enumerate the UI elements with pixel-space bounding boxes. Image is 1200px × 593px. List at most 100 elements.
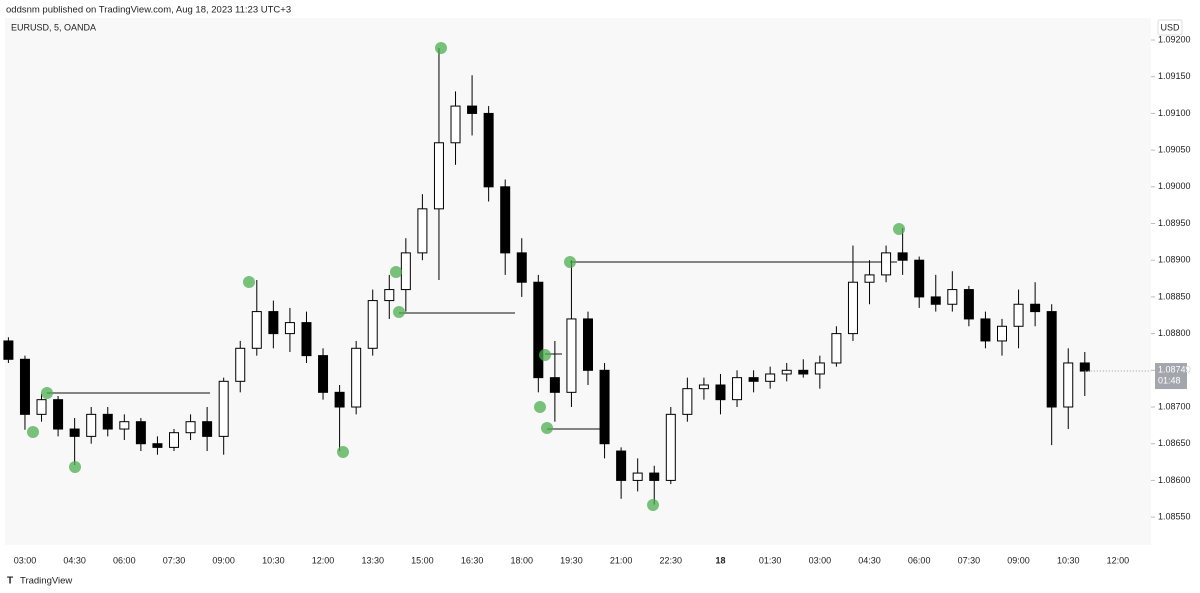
candle-body: [3, 340, 14, 360]
candle-body: [698, 384, 709, 390]
y-tick-label: 1.08600: [1158, 475, 1191, 485]
candle-body: [599, 369, 610, 445]
candle-body: [732, 377, 743, 401]
price-tag: [1155, 363, 1187, 390]
x-tick-label: 07:30: [163, 555, 186, 565]
candle-body: [583, 318, 593, 371]
candle-body: [963, 289, 974, 320]
x-tick-label: 06:00: [113, 555, 136, 565]
y-tick-label: 1.08550: [1158, 511, 1191, 521]
candle-body: [765, 373, 776, 382]
candle-body: [351, 347, 362, 408]
logo-mark: T: [7, 576, 13, 587]
candle-body: [36, 399, 47, 415]
candle-body: [715, 384, 726, 401]
x-tick-label: 18:00: [510, 555, 533, 565]
candle-body: [831, 333, 842, 364]
countdown: 01:48: [1158, 375, 1181, 385]
swing-marker: [393, 306, 405, 318]
x-tick-label: 09:00: [1007, 555, 1030, 565]
candle-body: [997, 325, 1007, 342]
swing-marker: [564, 256, 576, 268]
swing-marker: [243, 276, 255, 288]
candle-body: [19, 358, 30, 415]
candle-body: [384, 289, 395, 302]
candle-body: [781, 369, 792, 375]
x-tick-label: 04:30: [858, 555, 881, 565]
x-tick-label: 10:30: [262, 555, 285, 565]
candle-body: [914, 259, 925, 298]
candle-body: [864, 274, 875, 283]
price-tag-label: 1.08749: [1158, 364, 1191, 374]
x-tick-label: 12:00: [312, 555, 335, 565]
y-tick-label: 1.08900: [1158, 255, 1191, 265]
candle-body: [516, 252, 527, 283]
candle-body: [947, 289, 958, 305]
swing-marker: [539, 349, 551, 361]
y-tick-label: 1.08650: [1158, 438, 1191, 448]
candle-body: [433, 142, 444, 210]
candle-body: [980, 318, 991, 342]
candle-body: [930, 296, 941, 305]
candle-body: [881, 252, 892, 276]
candle-body: [483, 112, 494, 188]
footer: TradingView: [20, 576, 72, 587]
swing-marker: [893, 223, 905, 235]
currency-box: [1157, 19, 1183, 36]
candle-body: [566, 318, 577, 393]
candle-body: [500, 186, 511, 254]
candle-body: [235, 347, 246, 382]
candle-body: [665, 413, 676, 481]
x-tick-label: 13:30: [361, 555, 384, 565]
swing-marker: [647, 499, 659, 511]
y-tick-label: 1.08950: [1158, 218, 1191, 228]
candle-body: [798, 369, 809, 375]
x-tick-label: 07:30: [958, 555, 981, 565]
x-tick-label: 03:00: [14, 555, 37, 565]
candle-body: [185, 421, 196, 434]
x-tick-label: 21:00: [610, 555, 633, 565]
symbol-title: EURUSD, 5, OANDA: [11, 22, 96, 32]
candle-body: [682, 388, 693, 415]
swing-marker: [69, 461, 81, 473]
swing-marker: [534, 401, 546, 413]
candle-body: [367, 300, 378, 349]
y-tick-label: 1.09200: [1158, 34, 1191, 44]
plot-area: [5, 18, 1151, 545]
currency: USD: [1160, 22, 1180, 32]
swing-marker: [390, 266, 402, 278]
candle-body: [748, 377, 759, 382]
annotations: [47, 261, 897, 430]
y-tick-label: 1.09050: [1158, 144, 1191, 154]
candle-body: [318, 355, 329, 393]
candle-body: [450, 105, 461, 144]
candle-body: [632, 472, 643, 481]
candle-body: [218, 380, 229, 437]
y-tick-label: 1.08700: [1158, 401, 1191, 411]
candle-body: [135, 421, 146, 445]
candle-body: [533, 281, 544, 379]
candle-body: [202, 421, 213, 437]
candle-body: [1063, 362, 1074, 408]
header: oddsnm published on TradingView.com, Aug…: [6, 5, 291, 16]
swing-marker: [41, 387, 53, 399]
footer-logo: T TradingView: [7, 576, 72, 587]
x-tick-label: 19:30: [560, 555, 583, 565]
candle-body: [334, 391, 345, 408]
candle-body: [119, 421, 130, 430]
swing-marker: [435, 42, 447, 54]
candle-body: [616, 450, 627, 481]
x-tick-label: 09:00: [212, 555, 235, 565]
x-tick-label: 22:30: [660, 555, 683, 565]
candle-body: [53, 399, 64, 430]
y-tick-label: 1.09000: [1158, 181, 1191, 191]
candle-body: [467, 105, 478, 114]
candle-body: [268, 311, 279, 335]
x-tick-label: 12:00: [1107, 555, 1130, 565]
x-tick-label: 16:30: [461, 555, 484, 565]
x-tick-label: 10:30: [1057, 555, 1080, 565]
candle-body: [301, 322, 312, 357]
candle-body: [86, 413, 97, 437]
